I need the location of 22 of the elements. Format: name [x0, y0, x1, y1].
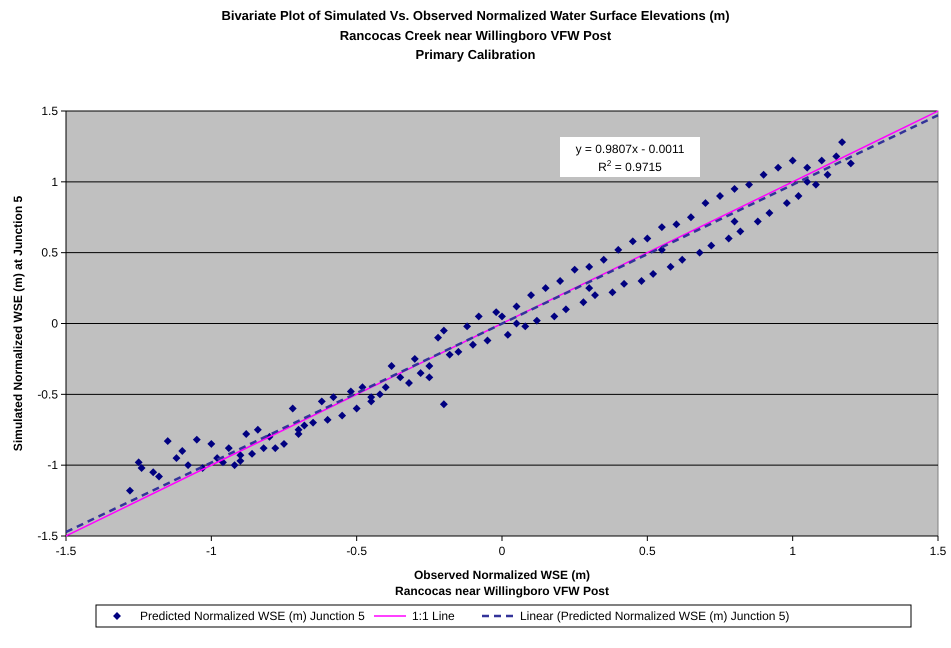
y-axis-title: Simulated Normalized WSE (m) at Junction 5	[11, 195, 25, 452]
y-tick-label: -0.5	[37, 387, 58, 402]
legend-label: Predicted Normalized WSE (m) Junction 5	[140, 609, 366, 623]
x-axis-title: Observed Normalized WSE (m) Rancocas near Willingboro VFW Post	[395, 568, 609, 598]
x-tick-label: 0.5	[638, 544, 656, 558]
x-tick-label: 0	[498, 544, 506, 558]
chart-subtitle: Rancocas Creek near Willingboro VFW Post Primary Calibration	[340, 28, 612, 62]
y-tick-label: 0	[51, 316, 58, 330]
y-tick-label: -1	[47, 458, 58, 472]
x-tick-label: -1	[206, 544, 217, 558]
y-tick-label: 1.5	[41, 104, 58, 118]
chart-title: Bivariate Plot of Simulated Vs. Observed Normalized Water Surface Elevations (m)	[221, 8, 730, 23]
legend-label: Linear (Predicted Normalized WSE (m) Junction 5)	[520, 609, 790, 623]
x-tick-label: 1.5	[930, 544, 947, 558]
x-tick-label: -0.5	[346, 544, 368, 558]
y-tick-label: -1.5	[37, 529, 58, 543]
annotation: R$^{2}$ = 0.9715	[598, 158, 662, 174]
legend-label: 1:1 Line	[412, 609, 456, 623]
x-tick-label: 1	[789, 544, 796, 558]
y-tick-label: 1	[51, 174, 58, 189]
y-tick-label: 0.5	[41, 246, 58, 260]
annotation: y = 0.9807x - 0.0011	[576, 142, 685, 156]
